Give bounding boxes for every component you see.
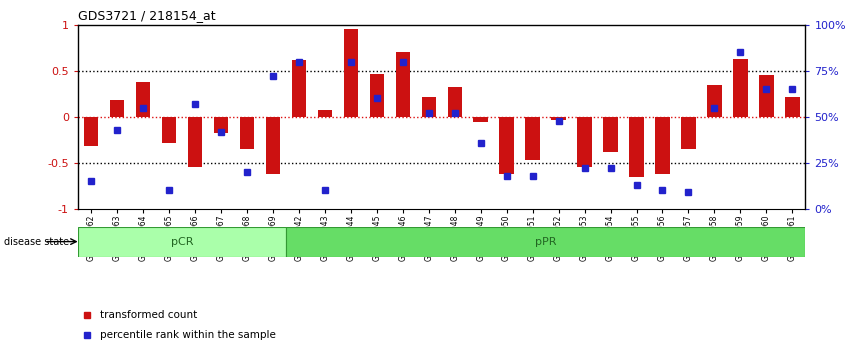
Bar bbox=[188, 117, 202, 167]
Bar bbox=[552, 117, 565, 120]
Bar bbox=[266, 117, 280, 174]
Bar bbox=[474, 117, 488, 122]
Text: percentile rank within the sample: percentile rank within the sample bbox=[100, 330, 275, 341]
Bar bbox=[734, 59, 747, 117]
Bar bbox=[708, 85, 721, 117]
Bar bbox=[292, 60, 306, 117]
Bar bbox=[604, 117, 617, 152]
Bar bbox=[136, 82, 150, 117]
Bar bbox=[110, 100, 124, 117]
Text: disease state: disease state bbox=[4, 238, 69, 247]
Text: GDS3721 / 218154_at: GDS3721 / 218154_at bbox=[78, 9, 216, 22]
Bar bbox=[422, 97, 436, 117]
Bar bbox=[286, 227, 805, 257]
Text: transformed count: transformed count bbox=[100, 310, 197, 320]
Bar bbox=[240, 117, 254, 149]
Bar bbox=[448, 87, 462, 117]
Bar bbox=[656, 117, 669, 174]
Bar bbox=[162, 117, 176, 143]
Bar bbox=[759, 75, 773, 117]
Bar bbox=[630, 117, 643, 177]
Bar bbox=[84, 117, 98, 146]
Text: pPR: pPR bbox=[535, 236, 556, 247]
Bar bbox=[785, 97, 799, 117]
Bar bbox=[214, 117, 228, 133]
Bar bbox=[526, 117, 540, 160]
Bar bbox=[370, 74, 384, 117]
Bar bbox=[344, 29, 358, 117]
Text: pCR: pCR bbox=[171, 236, 193, 247]
Bar bbox=[78, 227, 286, 257]
Bar bbox=[318, 110, 332, 117]
Bar bbox=[682, 117, 695, 149]
Bar bbox=[500, 117, 514, 174]
Bar bbox=[396, 52, 410, 117]
Bar bbox=[578, 117, 591, 167]
